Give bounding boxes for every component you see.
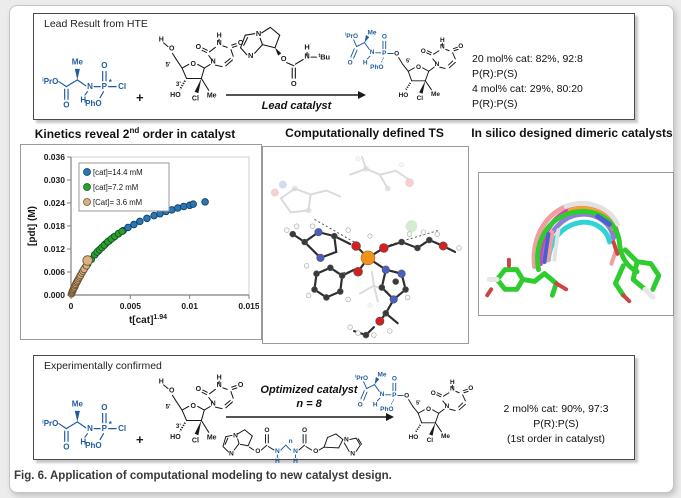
confirmed-results-text: 2 mol% cat: 90%, 97:3 P(R):P(S) (1st ord…: [503, 403, 609, 445]
plus-sign: +: [136, 90, 144, 105]
data-point: [82, 255, 93, 266]
reaction-arrow: [226, 413, 394, 421]
legend-box: [78, 162, 170, 212]
lead-catalyst-structure: [240, 26, 332, 89]
kinetics-chart: 0.000 0.006 0.012 0.018 0.024 0.030 0.036 0 0.00…: [27, 152, 260, 326]
plus-sign: +: [136, 432, 144, 447]
kinetics-title: Kinetics reveal 2nd order in catalyst: [34, 126, 236, 141]
experimentally-confirmed-box: Experimentally confirmed + Optimized cat…: [33, 355, 635, 466]
x-axis-label: t[cat]1.94: [129, 314, 167, 326]
x-tick-label: 0.01: [181, 301, 198, 311]
nucleoside-structure: [157, 31, 245, 104]
product-structure: [354, 370, 475, 445]
dimeric-overlay-image: [485, 201, 662, 304]
lead-results-text: 20 mol% cat: 82%, 92:8 P(R):P(S) 4 mol% …: [472, 53, 583, 110]
data-point: [201, 198, 209, 206]
y-tick-label: 0.000: [44, 290, 66, 300]
ts-model-image: [270, 155, 462, 339]
x-tick-label: 0: [69, 301, 74, 311]
dimeric-panel: [478, 172, 674, 316]
phosphoramidoyl-chloride-structure: [41, 399, 127, 453]
legend-marker: [83, 198, 91, 206]
dimeric-title: In silico designed dimeric catalysts: [471, 126, 673, 140]
data-point: [124, 223, 132, 232]
y-tick-label: 0.024: [44, 198, 66, 208]
data-point: [136, 217, 144, 226]
phosphoramidoyl-chloride-structure: [41, 57, 127, 111]
experimentally-confirmed-label: Experimentally confirmed: [44, 360, 162, 372]
data-point: [189, 200, 197, 208]
n-equals-label: n = 8: [296, 398, 322, 410]
legend-label: [cat]=7.2 mM: [93, 183, 138, 192]
lead-result-box: Lead Result from HTE + Lead catalyst 20 …: [33, 13, 635, 120]
lead-result-label: Lead Result from HTE: [44, 18, 148, 30]
legend-label: [Cat]= 3.6 mM: [93, 198, 142, 207]
data-point: [118, 227, 126, 236]
y-tick-label: 0.030: [44, 175, 66, 185]
ts-panel: [262, 146, 469, 344]
data-point: [143, 214, 151, 223]
x-tick-label: 0.015: [238, 301, 259, 311]
x-tick-label: 0.005: [120, 301, 142, 311]
figure-caption: Fig. 6. Application of computational mod…: [14, 470, 392, 482]
lead-catalyst-label: Lead catalyst: [261, 100, 332, 112]
product-structure: [344, 28, 465, 103]
data-point: [130, 220, 138, 229]
y-tick-label: 0.018: [44, 221, 66, 231]
data-point: [179, 202, 188, 211]
y-axis-label: [pdt] (M): [27, 206, 38, 246]
legend-label: [cat]=14.4 mM: [93, 168, 143, 177]
ts-title: Computationally defined TS: [285, 126, 444, 140]
reaction-arrow: [226, 91, 366, 99]
y-tick-label: 0.006: [44, 267, 66, 277]
kinetics-panel: 0.000 0.006 0.012 0.018 0.024 0.030 0.036 0 0.00…: [20, 144, 262, 340]
legend-marker: [83, 183, 91, 191]
optimized-catalyst-label: Optimized catalyst: [260, 384, 358, 396]
y-tick-label: 0.012: [44, 244, 66, 254]
legend-marker: [83, 168, 91, 176]
y-tick-label: 0.036: [44, 152, 66, 162]
